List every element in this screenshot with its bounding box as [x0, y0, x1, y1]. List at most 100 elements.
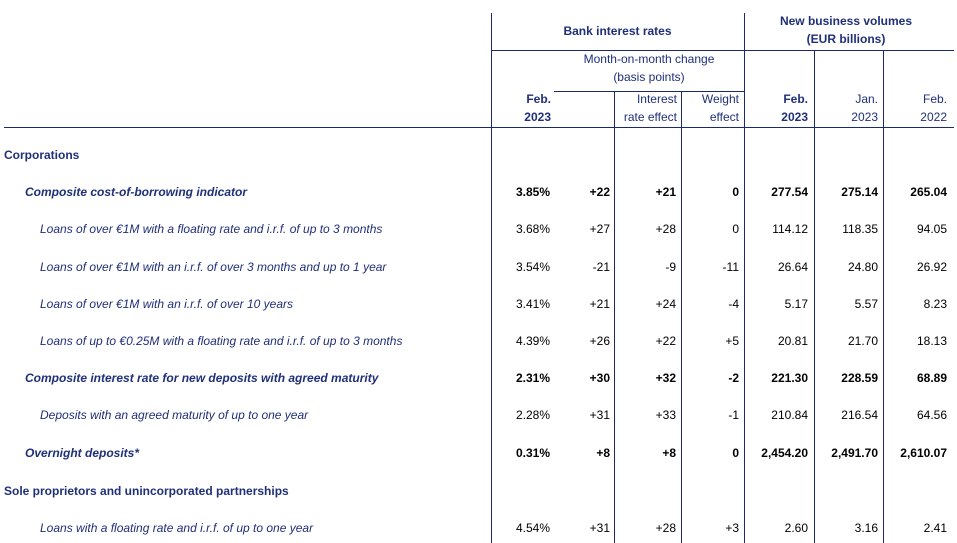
table-cell: +3 — [725, 521, 739, 535]
row-label: Loans with a floating rate and i.r.f. of… — [40, 521, 314, 535]
table-cell: 18.13 — [916, 334, 947, 348]
section-heading: Sole proprietors and unincorporated part… — [4, 484, 289, 498]
table-cell: 0.31% — [515, 446, 550, 460]
table-cell: 114.12 — [772, 222, 808, 236]
table-cell: 3.85% — [515, 185, 550, 199]
row-label: Loans of over €1M with an i.r.f. of over… — [40, 297, 294, 311]
table-cell: 26.92 — [916, 260, 947, 274]
row-label: Deposits with an agreed maturity of up t… — [40, 408, 309, 422]
col-feb2022-l2: 2022 — [920, 110, 947, 124]
divider-jan — [814, 50, 815, 543]
row-label: Loans of up to €0.25M with a floating ra… — [40, 334, 403, 348]
mom-header-l1: Month-on-month change — [583, 52, 715, 66]
table-cell: +22 — [655, 334, 676, 348]
table-cell: 275.14 — [841, 185, 878, 199]
table-cell: 8.23 — [923, 297, 947, 311]
divider-we — [681, 91, 682, 543]
table-cell: -21 — [592, 260, 610, 274]
header-rule-top — [491, 50, 954, 51]
col-we-l2: effect — [709, 110, 739, 124]
table-cell: +30 — [589, 371, 610, 385]
divider-rates-right — [744, 13, 745, 543]
table-cell: 5.17 — [784, 297, 808, 311]
mom-header-l2: (basis points) — [613, 70, 685, 84]
table-cell: 2.41 — [923, 521, 947, 535]
col-jan2023-l2: 2023 — [851, 110, 878, 124]
table-cell: +21 — [589, 297, 610, 311]
col-feb2023-vol-l1: Feb. — [783, 92, 808, 106]
table-cell: 21.70 — [847, 334, 878, 348]
row-label: Composite interest rate for new deposits… — [25, 371, 379, 385]
table-cell: -1 — [728, 408, 739, 422]
table-cell: 2,454.20 — [761, 446, 808, 460]
new-business-header-l2: (EUR billions) — [806, 32, 886, 46]
bank-rates-header: Bank interest rates — [563, 24, 672, 38]
table-cell: 3.54% — [515, 260, 550, 274]
table-cell: 26.64 — [777, 260, 808, 274]
table-cell: 3.68% — [515, 222, 550, 236]
table-cell: +5 — [725, 334, 739, 348]
table-cell: 221.30 — [771, 371, 808, 385]
table-cell: 2.31% — [515, 371, 550, 385]
row-label: Loans of over €1M with a floating rate a… — [40, 222, 383, 236]
row-label: Composite cost-of-borrowing indicator — [25, 185, 247, 199]
table-cell: +8 — [662, 446, 676, 460]
table-cell: -11 — [722, 260, 739, 274]
table-cell: 2,610.07 — [900, 446, 947, 460]
table-cell: +26 — [589, 334, 610, 348]
divider-ire — [614, 91, 615, 543]
header-rule-mom — [554, 91, 744, 92]
table-cell: -4 — [728, 297, 739, 311]
col-feb2023-rate-l1: Feb. — [526, 92, 551, 106]
table-cell: 4.39% — [515, 334, 550, 348]
table-cell: +24 — [655, 297, 676, 311]
table-cell: +31 — [589, 521, 610, 535]
table-cell: 265.04 — [910, 185, 947, 199]
divider-feb22 — [883, 50, 884, 543]
col-feb2022-l1: Feb. — [922, 92, 947, 106]
table-cell: 68.89 — [916, 371, 947, 385]
section-heading: Corporations — [4, 148, 80, 162]
table-cell: 3.41% — [515, 297, 550, 311]
table-cell: 2,491.70 — [831, 446, 878, 460]
table-cell: +33 — [655, 408, 676, 422]
table-cell: 0 — [732, 222, 739, 236]
table-cell: 20.81 — [777, 334, 808, 348]
row-label: Loans of over €1M with an i.r.f. of over… — [40, 260, 387, 274]
table-cell: -2 — [728, 371, 739, 385]
row-label: Overnight deposits* — [25, 446, 140, 460]
table-cell: +31 — [589, 408, 610, 422]
table-cell: +8 — [596, 446, 610, 460]
table-cell: 24.80 — [847, 260, 878, 274]
table-cell: -9 — [665, 260, 676, 274]
table-cell: +21 — [655, 185, 676, 199]
table-cell: +22 — [589, 185, 610, 199]
table-cell: +28 — [655, 521, 676, 535]
table-cell: +27 — [589, 222, 610, 236]
col-feb2023-vol-l2: 2023 — [781, 110, 808, 124]
table-cell: 2.60 — [784, 521, 808, 535]
table-cell: 2.28% — [515, 408, 550, 422]
table-cell: 228.59 — [841, 371, 878, 385]
table-cell: 210.84 — [771, 408, 808, 422]
table-cell: 0 — [732, 185, 739, 199]
table-cell: +28 — [655, 222, 676, 236]
table-cell: +32 — [655, 371, 676, 385]
table-cell: 3.16 — [854, 521, 878, 535]
table-cell: 94.05 — [916, 222, 947, 236]
table-cell: 118.35 — [842, 222, 878, 236]
divider-rates-left — [491, 13, 492, 543]
col-ire-l1: Interest — [636, 92, 677, 106]
col-ire-l2: rate effect — [623, 110, 677, 124]
header-rule-bottom — [4, 127, 954, 128]
table-cell: 277.54 — [771, 185, 808, 199]
table-cell: 4.54% — [515, 521, 550, 535]
col-we-l1: Weight — [701, 92, 739, 106]
table-cell: 216.54 — [841, 408, 878, 422]
col-jan2023-l1: Jan. — [855, 92, 878, 106]
col-feb2023-rate-l2: 2023 — [524, 110, 551, 124]
new-business-header-l1: New business volumes — [779, 14, 913, 28]
table-cell: 0 — [732, 446, 739, 460]
table-cell: 5.57 — [854, 297, 878, 311]
